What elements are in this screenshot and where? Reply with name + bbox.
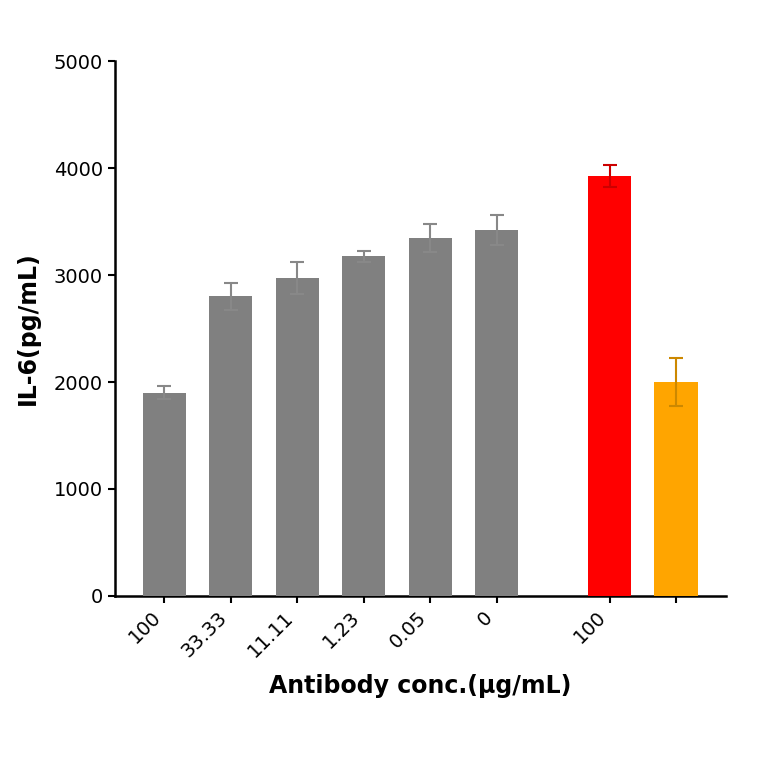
Bar: [588, 176, 631, 596]
X-axis label: Antibody conc.(μg/mL): Antibody conc.(μg/mL): [269, 675, 571, 698]
Bar: [475, 229, 518, 596]
Bar: [655, 382, 698, 596]
Bar: [276, 277, 319, 596]
Bar: [143, 393, 186, 596]
Bar: [342, 256, 385, 596]
Bar: [409, 238, 452, 596]
Bar: [209, 296, 252, 596]
Y-axis label: IL-6(pg/mL): IL-6(pg/mL): [15, 251, 40, 406]
